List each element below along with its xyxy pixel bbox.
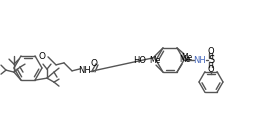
Text: Me: Me <box>149 56 161 65</box>
Text: NH: NH <box>79 66 91 75</box>
Text: O: O <box>91 59 97 68</box>
Text: HO: HO <box>133 55 146 64</box>
Text: S: S <box>208 55 214 65</box>
Text: NH: NH <box>194 55 206 64</box>
Text: Me: Me <box>181 53 193 62</box>
Text: O: O <box>208 64 214 74</box>
Text: O: O <box>208 47 214 55</box>
Text: Me: Me <box>179 55 191 64</box>
Text: O: O <box>39 52 45 61</box>
